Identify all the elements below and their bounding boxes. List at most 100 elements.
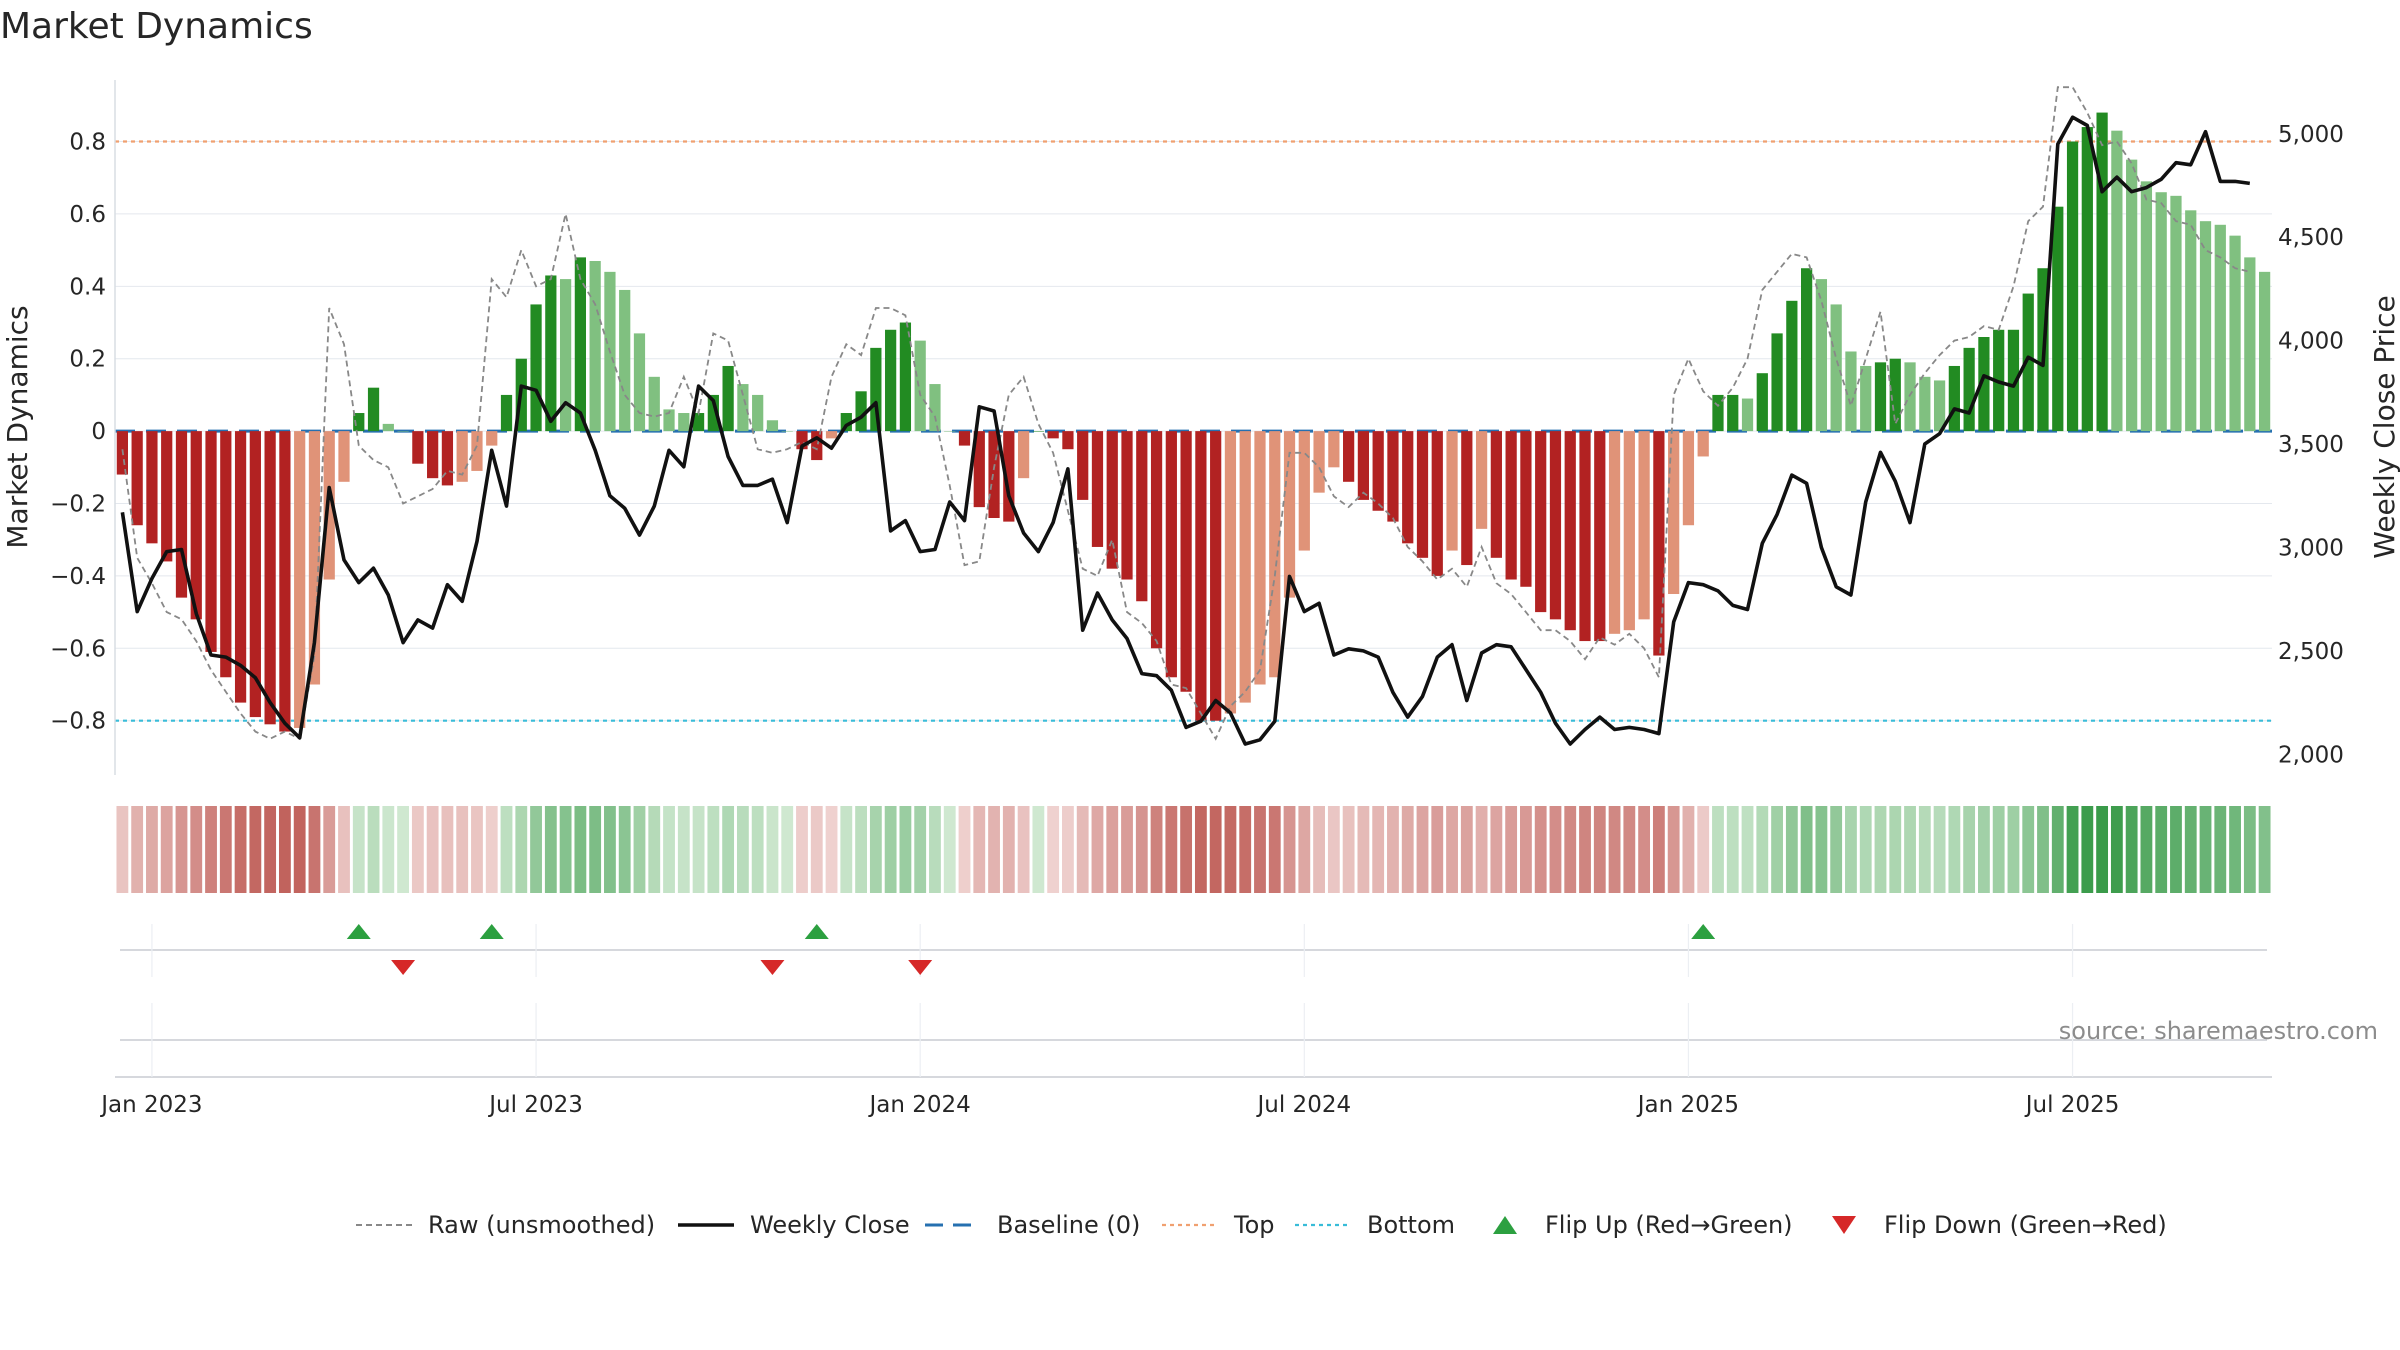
heat-cell xyxy=(988,806,1000,893)
dynamics-bar xyxy=(353,413,365,432)
dynamics-bar xyxy=(2052,206,2064,432)
heat-cell xyxy=(338,806,350,893)
heat-cell xyxy=(2258,806,2271,893)
dynamics-bar xyxy=(2066,141,2079,432)
heat-cell xyxy=(1460,806,1473,893)
heat-cell xyxy=(574,806,587,893)
dynamics-bar xyxy=(1343,431,1355,482)
heat-cell xyxy=(1667,806,1680,893)
heat-cell xyxy=(1800,806,1813,893)
heat-cell xyxy=(810,806,823,893)
left-axis-label: Market Dynamics xyxy=(1,305,34,548)
heat-cell xyxy=(1268,806,1281,893)
dynamics-bar xyxy=(944,431,956,432)
dynamics-bar xyxy=(456,431,468,482)
heat-cell xyxy=(1431,806,1444,893)
heat-cell xyxy=(190,806,203,893)
dynamics-bar xyxy=(190,431,202,620)
dynamics-bar xyxy=(1431,431,1443,576)
dynamics-bar xyxy=(397,431,409,432)
legend-swatch xyxy=(1832,1216,1856,1234)
dynamics-bar xyxy=(175,431,188,598)
heat-cell xyxy=(1593,806,1606,893)
dynamics-bar xyxy=(840,413,852,432)
close-series xyxy=(120,115,2251,746)
left-tick-label: 0 xyxy=(91,419,106,445)
heat-cell xyxy=(2155,806,2168,893)
left-tick-label: 0.6 xyxy=(69,202,106,228)
dynamics-bar xyxy=(707,394,719,432)
dynamics-bar xyxy=(1357,431,1370,500)
dynamics-bar xyxy=(161,431,173,562)
heat-cell xyxy=(1017,806,1030,893)
heat-cell xyxy=(1165,806,1178,893)
dynamics-bar xyxy=(663,409,675,432)
heat-cell xyxy=(515,806,528,893)
heat-cell xyxy=(1918,806,1931,893)
heat-cell xyxy=(1106,806,1119,893)
heat-cell xyxy=(456,806,469,893)
dynamics-bar xyxy=(1653,431,1665,656)
right-tick-label: 3,500 xyxy=(2278,432,2344,458)
heat-cell xyxy=(840,806,853,893)
dynamics-bar xyxy=(131,431,143,526)
dynamics-bar xyxy=(205,431,217,652)
heat-cell xyxy=(1372,806,1385,893)
dynamics-bar xyxy=(1830,304,1842,432)
heat-cell xyxy=(899,806,912,893)
heat-cell xyxy=(707,806,720,893)
dynamics-bar xyxy=(1579,431,1591,642)
dynamics-bar xyxy=(530,304,542,432)
heat-cell xyxy=(1682,806,1695,893)
dynamics-bar xyxy=(1682,431,1695,526)
heat-cell xyxy=(1830,806,1843,893)
dynamics-bar xyxy=(1815,279,1828,432)
dynamics-bar xyxy=(2258,271,2271,432)
dynamics-bar xyxy=(1239,431,1251,703)
dynamics-bar xyxy=(1845,351,1857,432)
dynamics-bar xyxy=(1165,431,1177,678)
heat-cell xyxy=(1520,806,1532,893)
legend-raw: Raw (unsmoothed) xyxy=(428,1211,655,1239)
heat-cell xyxy=(500,806,513,893)
dynamics-bar xyxy=(1091,431,1104,547)
heat-cell xyxy=(530,806,542,893)
heat-cell xyxy=(471,806,483,893)
heat-cell xyxy=(1712,806,1724,893)
dynamics-bar xyxy=(1475,431,1488,529)
dynamics-bar xyxy=(249,431,261,718)
dynamics-bar xyxy=(146,431,158,544)
heat-cell xyxy=(2199,806,2212,893)
dynamics-bar xyxy=(1564,431,1576,631)
heat-cell xyxy=(604,806,616,893)
dynamics-bar xyxy=(2155,192,2167,432)
dynamics-bar xyxy=(427,431,439,479)
dynamics-bar xyxy=(1210,431,1222,721)
heat-cell xyxy=(1505,806,1518,893)
dynamics-bar xyxy=(929,384,941,432)
dynamics-bar xyxy=(2199,221,2212,432)
x-tick-label: Jan 2023 xyxy=(99,1092,202,1118)
heat-cell xyxy=(618,806,631,893)
heat-cell xyxy=(293,806,306,893)
legend-baseline: Baseline (0) xyxy=(997,1211,1140,1239)
dynamics-bar xyxy=(559,279,572,432)
heat-cell xyxy=(234,806,247,893)
dynamics-bar xyxy=(1077,431,1089,500)
dynamics-bar xyxy=(2214,224,2226,432)
right-tick-label: 2,500 xyxy=(2278,639,2344,665)
flip-down-marker xyxy=(908,960,933,975)
legend-flip-down: Flip Down (Green→Red) xyxy=(1884,1211,2167,1239)
heat-cell xyxy=(1121,806,1133,893)
x-tick-label: Jan 2025 xyxy=(1636,1092,1739,1118)
right-tick-label: 5,000 xyxy=(2278,122,2344,148)
heat-cell xyxy=(1741,806,1754,893)
dynamics-bar xyxy=(796,431,808,450)
heat-cell xyxy=(1815,806,1828,893)
dynamics-bar xyxy=(1594,431,1606,642)
dynamics-bar xyxy=(1461,431,1473,566)
heat-cell xyxy=(1756,806,1769,893)
heat-cell xyxy=(1608,806,1621,893)
left-tick-label: 0.2 xyxy=(69,347,106,373)
dynamics-bar xyxy=(811,431,823,461)
